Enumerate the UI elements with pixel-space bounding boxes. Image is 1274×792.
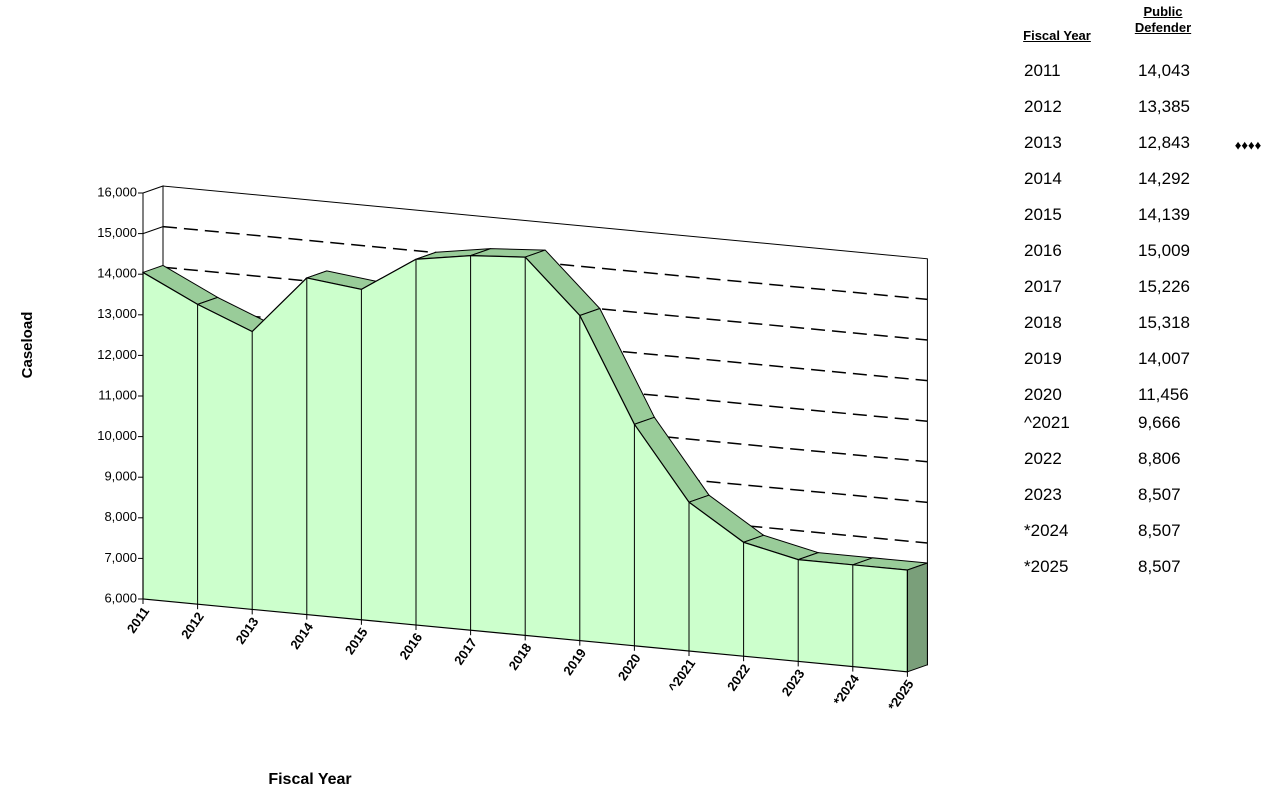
y-tick-label: 10,000 — [97, 428, 137, 443]
x-tick-label: 2011 — [124, 604, 152, 636]
table-value: 8,507 — [1138, 521, 1181, 540]
x-tick-label: 2022 — [724, 661, 753, 693]
x-tick-label: 2016 — [396, 630, 425, 662]
table-year: *2025 — [1024, 557, 1069, 576]
y-tick-label: 7,000 — [104, 550, 137, 565]
y-tick-label: 8,000 — [104, 509, 137, 524]
x-tick-label: 2015 — [342, 625, 371, 657]
table-value: 14,292 — [1138, 169, 1190, 188]
table-year: 2019 — [1024, 349, 1062, 368]
y-tick-label: 12,000 — [97, 347, 137, 362]
x-tick-label: 2017 — [451, 635, 480, 667]
y-tick-label: 11,000 — [98, 387, 137, 402]
table-year: 2020 — [1024, 385, 1062, 404]
y-axis-label: Caseload — [19, 312, 36, 379]
table-year: ^2021 — [1024, 413, 1070, 432]
x-tick-label: 2023 — [779, 666, 808, 698]
table-value: 12,843 — [1138, 133, 1190, 152]
table-value: 15,009 — [1138, 241, 1190, 260]
table-value: 8,806 — [1138, 449, 1181, 468]
table-value: 15,226 — [1138, 277, 1190, 296]
table-value: 9,666 — [1138, 413, 1181, 432]
table-value: 11,456 — [1138, 385, 1189, 404]
x-tick-label: 2014 — [287, 619, 316, 652]
y-tick-label: 9,000 — [104, 469, 137, 484]
table-value: 14,043 — [1138, 61, 1190, 80]
table-value: 14,007 — [1138, 349, 1190, 368]
table-year: 2012 — [1024, 97, 1062, 116]
table-header: Public Defender — [1134, 4, 1192, 35]
table-year: 2011 — [1024, 61, 1061, 80]
table-year: *2024 — [1024, 521, 1069, 540]
y-tick-label: 6,000 — [104, 590, 137, 605]
table-value: 14,139 — [1138, 205, 1190, 224]
y-tick-label: 13,000 — [97, 306, 137, 321]
table-header: Fiscal Year — [1023, 28, 1091, 43]
table-year: 2022 — [1024, 449, 1062, 468]
x-tick-label: 2020 — [615, 651, 644, 683]
grid-line — [142, 226, 164, 235]
table-year: 2015 — [1024, 205, 1062, 224]
table-year: 2016 — [1024, 241, 1062, 260]
table-value: 8,507 — [1138, 557, 1181, 576]
y-tick-label: 14,000 — [97, 266, 137, 281]
table-value: 13,385 — [1138, 97, 1190, 116]
table-value: 8,507 — [1138, 485, 1181, 504]
table-year: 2014 — [1024, 169, 1062, 188]
table-year: 2017 — [1024, 277, 1062, 296]
x-tick-label: *2025 — [885, 677, 917, 713]
x-tick-label: 2018 — [506, 640, 535, 672]
y-tick-label: 16,000 — [97, 184, 137, 199]
table-value: 15,318 — [1138, 313, 1190, 332]
x-tick-label: 2013 — [233, 614, 262, 646]
x-tick-label: *2024 — [830, 671, 862, 708]
table-year: 2018 — [1024, 313, 1062, 332]
y-tick-label: 15,000 — [97, 225, 137, 240]
x-tick-label: 2012 — [178, 609, 207, 641]
annotation: ♦♦♦♦ — [1235, 137, 1262, 152]
area-side — [906, 562, 928, 673]
table-year: 2023 — [1024, 485, 1062, 504]
table-year: 2013 — [1024, 133, 1062, 152]
x-tick-label: 2019 — [560, 646, 589, 678]
x-axis-label: Fiscal Year — [268, 771, 351, 788]
x-tick-label: ^2021 — [665, 656, 698, 695]
